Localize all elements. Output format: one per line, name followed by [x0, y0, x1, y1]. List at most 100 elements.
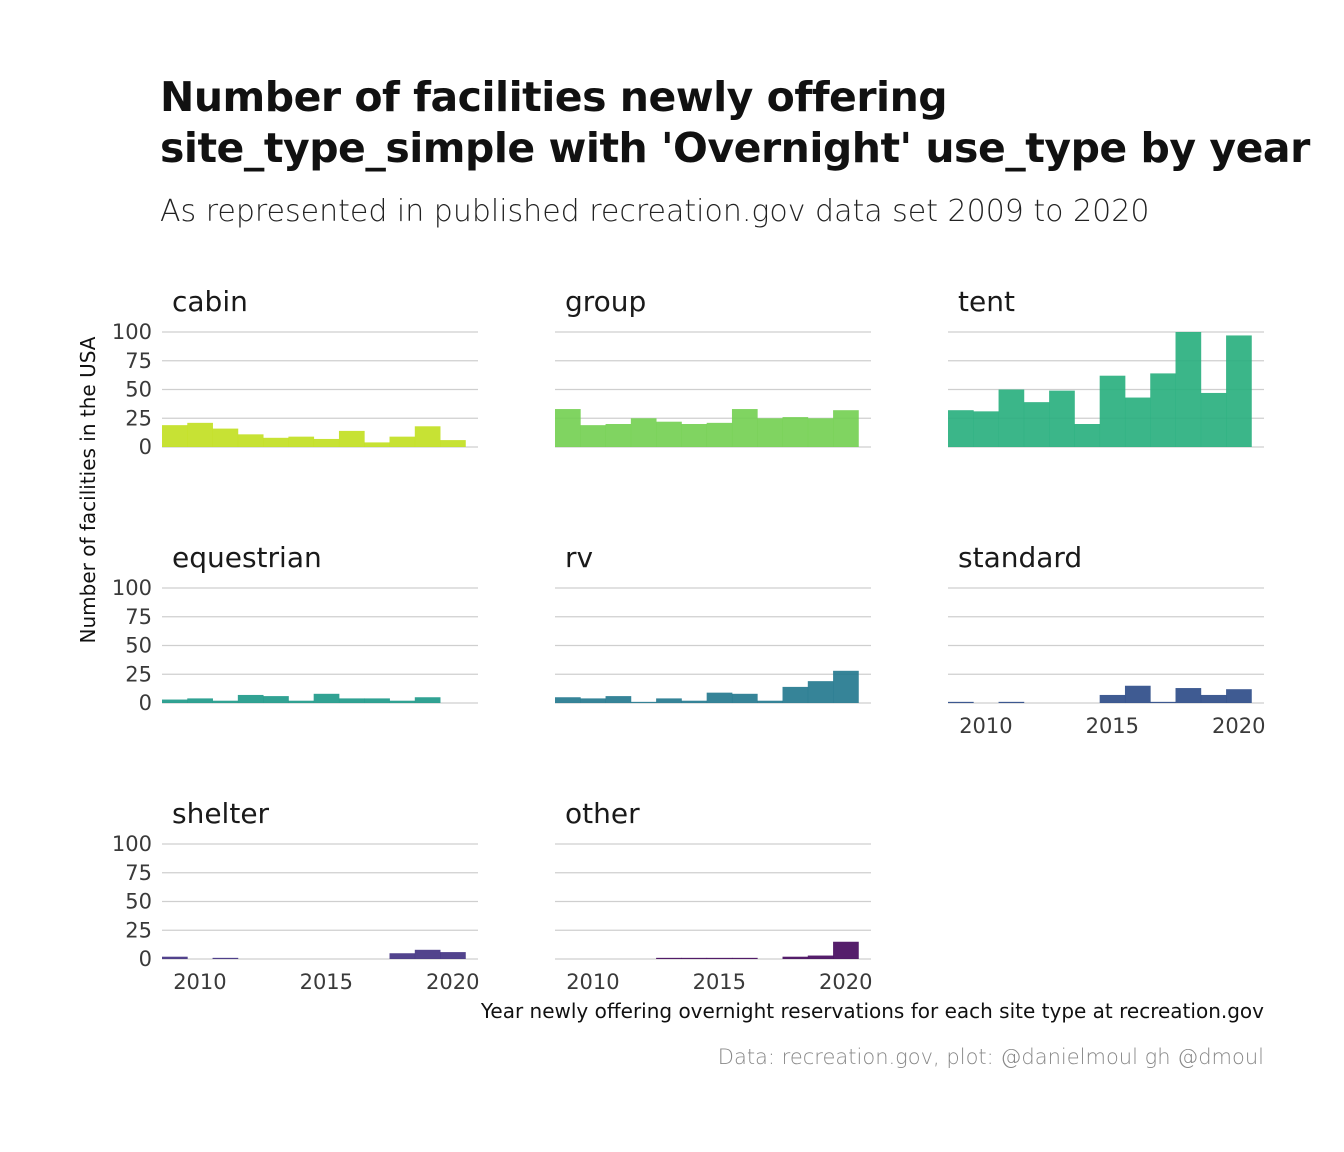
bar-rv-2017 — [757, 700, 783, 703]
bar-other-2019 — [807, 955, 834, 959]
chart-title: Number of facilities newly offering site… — [160, 72, 1330, 174]
bar-group-2012 — [630, 418, 657, 447]
bar-tent-2017 — [1150, 373, 1176, 447]
bar-group-2016 — [731, 409, 758, 447]
x-axis-title: Year newly offering overnight reservatio… — [480, 999, 1264, 1023]
bar-group-2009 — [555, 409, 581, 447]
y-tick-label-shelter-100: 100 — [112, 832, 152, 856]
bar-group-2011 — [605, 424, 632, 447]
y-tick-label-equestrian-50: 50 — [125, 634, 152, 658]
bar-cabin-2018 — [389, 436, 416, 447]
y-tick-label-cabin-75: 75 — [125, 349, 152, 373]
bar-equestrian-2014 — [288, 700, 315, 703]
x-tick-label-shelter-2015: 2015 — [300, 970, 353, 994]
strip-label-rv: rv — [565, 541, 593, 574]
bar-cabin-2016 — [338, 430, 365, 447]
bar-cabin-2019 — [414, 426, 441, 447]
bar-group-2015 — [706, 422, 733, 447]
bar-equestrian-2017 — [364, 698, 390, 703]
strip-label-cabin: cabin — [172, 285, 248, 318]
x-tick-label-other-2015: 2015 — [693, 970, 746, 994]
bar-equestrian-2012 — [237, 694, 264, 703]
bar-rv-2020 — [833, 670, 859, 703]
strip-label-standard: standard — [958, 541, 1082, 574]
x-tick-label-other-2020: 2020 — [819, 970, 872, 994]
bar-tent-2016 — [1124, 397, 1151, 447]
bar-tent-2012 — [1023, 402, 1050, 447]
bar-tent-2019 — [1200, 392, 1227, 447]
bar-equestrian-2015 — [313, 693, 340, 703]
bar-cabin-2012 — [237, 434, 264, 447]
bar-tent-2011 — [998, 389, 1025, 447]
bar-rv-2019 — [807, 681, 834, 703]
bar-other-2016 — [731, 957, 758, 959]
bar-standard-2015 — [1099, 694, 1126, 703]
bar-cabin-2009 — [162, 425, 188, 447]
bar-rv-2012 — [630, 701, 657, 703]
bar-standard-2009 — [948, 701, 974, 703]
bar-tent-2013 — [1049, 390, 1075, 447]
bar-standard-2011 — [998, 701, 1025, 703]
y-tick-label-cabin-100: 100 — [112, 320, 152, 344]
strip-label-equestrian: equestrian — [172, 541, 322, 574]
y-tick-label-equestrian-100: 100 — [112, 576, 152, 600]
bar-group-2017 — [757, 418, 783, 447]
chart-subtitle: As represented in published recreation.g… — [160, 194, 1150, 229]
bar-rv-2011 — [605, 696, 632, 703]
bar-rv-2014 — [681, 700, 708, 703]
bar-equestrian-2018 — [389, 700, 416, 703]
bar-other-2015 — [706, 957, 733, 959]
bar-equestrian-2016 — [338, 698, 365, 703]
y-tick-label-shelter-50: 50 — [125, 890, 152, 914]
strip-label-shelter: shelter — [172, 797, 270, 830]
x-tick-label-shelter-2010: 2010 — [173, 970, 226, 994]
bar-group-2018 — [782, 417, 809, 447]
y-tick-label-shelter-75: 75 — [125, 861, 152, 885]
bar-shelter-2019 — [414, 949, 441, 959]
bar-rv-2016 — [731, 693, 758, 703]
y-tick-label-cabin-0: 0 — [139, 435, 152, 459]
bar-tent-2018 — [1175, 332, 1202, 447]
chart-title-line2: site_type_simple with 'Overnight' use_ty… — [160, 124, 1310, 172]
strip-label-other: other — [565, 797, 640, 830]
data-caption: Data: recreation.gov, plot: @danielmoul … — [717, 1045, 1264, 1069]
bar-equestrian-2010 — [187, 698, 213, 703]
bar-standard-2018 — [1175, 688, 1202, 703]
bar-rv-2010 — [580, 698, 606, 703]
y-tick-label-cabin-25: 25 — [125, 406, 152, 430]
y-tick-label-shelter-0: 0 — [139, 947, 152, 971]
x-tick-label-standard-2015: 2015 — [1086, 714, 1139, 738]
bar-cabin-2020 — [440, 440, 466, 447]
bar-tent-2009 — [948, 410, 974, 447]
bar-other-2013 — [656, 957, 682, 959]
bar-equestrian-2019 — [414, 697, 441, 703]
strip-label-tent: tent — [958, 285, 1015, 318]
bar-cabin-2017 — [364, 442, 390, 447]
x-tick-label-standard-2010: 2010 — [959, 714, 1012, 738]
x-tick-label-other-2010: 2010 — [566, 970, 619, 994]
bar-shelter-2009 — [162, 956, 188, 959]
y-tick-label-equestrian-75: 75 — [125, 605, 152, 629]
bar-cabin-2013 — [263, 437, 289, 447]
bar-cabin-2015 — [313, 438, 340, 447]
bar-group-2014 — [681, 424, 708, 447]
bar-other-2018 — [782, 956, 809, 959]
bar-standard-2017 — [1150, 701, 1176, 703]
bar-standard-2016 — [1124, 685, 1151, 703]
bar-equestrian-2013 — [263, 696, 289, 703]
bar-cabin-2010 — [187, 422, 213, 447]
y-tick-label-shelter-25: 25 — [125, 918, 152, 942]
bar-tent-2020 — [1226, 335, 1252, 447]
bar-standard-2019 — [1200, 694, 1227, 703]
bar-rv-2009 — [555, 697, 581, 703]
bar-group-2013 — [656, 421, 682, 447]
bar-tent-2010 — [973, 411, 999, 447]
y-tick-label-equestrian-25: 25 — [125, 662, 152, 686]
bar-group-2010 — [580, 425, 606, 447]
bar-rv-2018 — [782, 686, 809, 703]
bar-group-2020 — [833, 410, 859, 447]
bar-rv-2013 — [656, 698, 682, 703]
bar-tent-2015 — [1099, 375, 1126, 447]
bar-rv-2015 — [706, 692, 733, 703]
